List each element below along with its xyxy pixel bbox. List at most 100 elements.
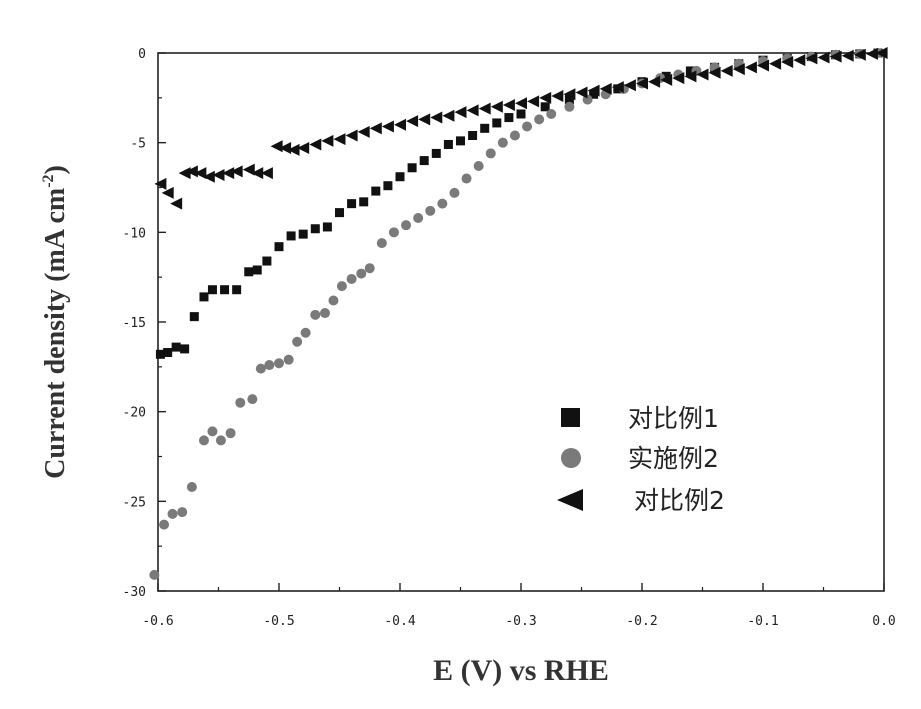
data-point-circle bbox=[346, 273, 357, 284]
data-point-triangle bbox=[161, 186, 174, 199]
data-point-square bbox=[456, 136, 465, 146]
data-point-triangle bbox=[369, 122, 382, 135]
data-point-triangle bbox=[527, 95, 540, 108]
data-point-triangle bbox=[230, 165, 243, 178]
data-point-triangle bbox=[430, 111, 443, 124]
data-point-triangle bbox=[684, 70, 697, 83]
data-point-circle bbox=[564, 101, 575, 112]
data-point-square bbox=[492, 118, 502, 128]
data-point-circle bbox=[437, 198, 448, 209]
data-point-triangle bbox=[466, 104, 479, 117]
data-point-circle bbox=[300, 327, 311, 338]
data-point-square bbox=[407, 163, 417, 173]
x-tick-labels: -0.6 -0.5 -0.4 -0.3 -0.2 -0.1 0.0 bbox=[142, 614, 895, 629]
data-point-square bbox=[661, 71, 671, 81]
data-point-triangle bbox=[178, 167, 191, 180]
series-layer bbox=[149, 47, 888, 580]
data-point-square bbox=[443, 139, 453, 149]
x-axis-title: E (V) vs RHE bbox=[433, 654, 609, 687]
data-point-circle bbox=[509, 130, 520, 141]
data-point-square bbox=[589, 89, 599, 99]
data-point-triangle bbox=[757, 59, 769, 72]
data-point-triangle bbox=[744, 61, 757, 74]
data-point-circle bbox=[449, 187, 460, 198]
data-point-square bbox=[540, 102, 550, 112]
data-point-triangle bbox=[853, 48, 866, 61]
data-point-circle bbox=[364, 263, 375, 274]
data-point-square bbox=[171, 342, 181, 352]
data-point-circle bbox=[534, 114, 545, 125]
data-point-triangle bbox=[817, 51, 830, 64]
data-point-circle bbox=[292, 336, 303, 347]
data-point-triangle bbox=[381, 120, 394, 133]
data-point-circle bbox=[356, 268, 367, 279]
y-tick-label: -30 bbox=[123, 585, 146, 600]
data-point-square bbox=[220, 285, 230, 295]
data-point-triangle bbox=[170, 197, 183, 210]
data-point-square bbox=[155, 349, 165, 359]
data-point-triangle bbox=[551, 90, 564, 103]
data-point-square bbox=[347, 199, 357, 209]
data-point-triangle bbox=[599, 82, 612, 95]
y-axis-title-close: ) bbox=[40, 165, 71, 174]
data-point-triangle bbox=[418, 113, 431, 126]
legend-marker-series-3 bbox=[557, 489, 583, 511]
data-point-triangle bbox=[454, 106, 467, 119]
data-point-circle bbox=[167, 508, 178, 519]
data-point-triangle bbox=[321, 134, 334, 147]
data-point-triangle bbox=[611, 81, 624, 94]
data-point-square bbox=[207, 285, 217, 295]
data-point-square bbox=[564, 95, 574, 105]
data-point-triangle bbox=[575, 86, 588, 99]
data-point-circle bbox=[485, 148, 496, 159]
legend-marker-series-1 bbox=[561, 408, 580, 427]
data-point-square bbox=[180, 344, 190, 354]
series-3 bbox=[154, 47, 888, 210]
data-point-square bbox=[298, 229, 308, 239]
data-point-triangle bbox=[242, 163, 255, 176]
legend: 对比例1 实施例2 对比例2 bbox=[557, 404, 725, 515]
y-tick-label: -10 bbox=[123, 226, 146, 241]
data-point-triangle bbox=[442, 109, 455, 122]
data-point-triangle bbox=[623, 79, 636, 92]
data-point-triangle bbox=[829, 50, 842, 63]
data-point-triangle bbox=[805, 52, 818, 65]
legend-marker-series-2 bbox=[561, 448, 581, 468]
data-point-triangle bbox=[202, 170, 215, 183]
legend-label-series-1: 对比例1 bbox=[628, 404, 719, 433]
data-point-triangle bbox=[333, 133, 346, 146]
data-point-square bbox=[480, 123, 490, 133]
data-point-circle bbox=[473, 160, 484, 171]
data-point-square bbox=[199, 292, 209, 302]
data-point-square bbox=[383, 181, 393, 191]
data-point-triangle bbox=[696, 68, 709, 81]
data-point-triangle bbox=[490, 100, 503, 113]
data-point-circle bbox=[328, 295, 339, 306]
data-point-triangle bbox=[297, 142, 310, 155]
data-point-triangle bbox=[357, 125, 370, 138]
data-point-square bbox=[431, 148, 441, 158]
data-point-square bbox=[274, 242, 284, 252]
data-point-triangle bbox=[345, 129, 358, 142]
data-point-triangle bbox=[406, 115, 419, 128]
data-point-circle bbox=[425, 205, 436, 216]
data-point-circle bbox=[235, 397, 246, 408]
y-axis-title: Current density (mA cm-2) bbox=[40, 165, 71, 479]
y-tick-labels: 0 -5 -10 -15 -20 -25 -30 bbox=[123, 47, 146, 600]
y-tick-label: 0 bbox=[138, 47, 146, 62]
data-point-triangle bbox=[287, 143, 300, 156]
data-point-triangle bbox=[720, 64, 733, 77]
data-point-triangle bbox=[270, 140, 283, 153]
data-point-circle bbox=[264, 360, 275, 371]
data-point-circle bbox=[247, 394, 258, 405]
data-point-triangle bbox=[865, 47, 878, 60]
data-point-square bbox=[685, 66, 695, 76]
data-point-square bbox=[286, 231, 296, 241]
data-point-triangle bbox=[222, 167, 235, 180]
data-point-square bbox=[335, 208, 344, 218]
data-point-triangle bbox=[212, 168, 225, 181]
data-point-triangle bbox=[587, 84, 600, 97]
data-point-triangle bbox=[309, 138, 322, 151]
data-point-triangle bbox=[185, 165, 198, 178]
